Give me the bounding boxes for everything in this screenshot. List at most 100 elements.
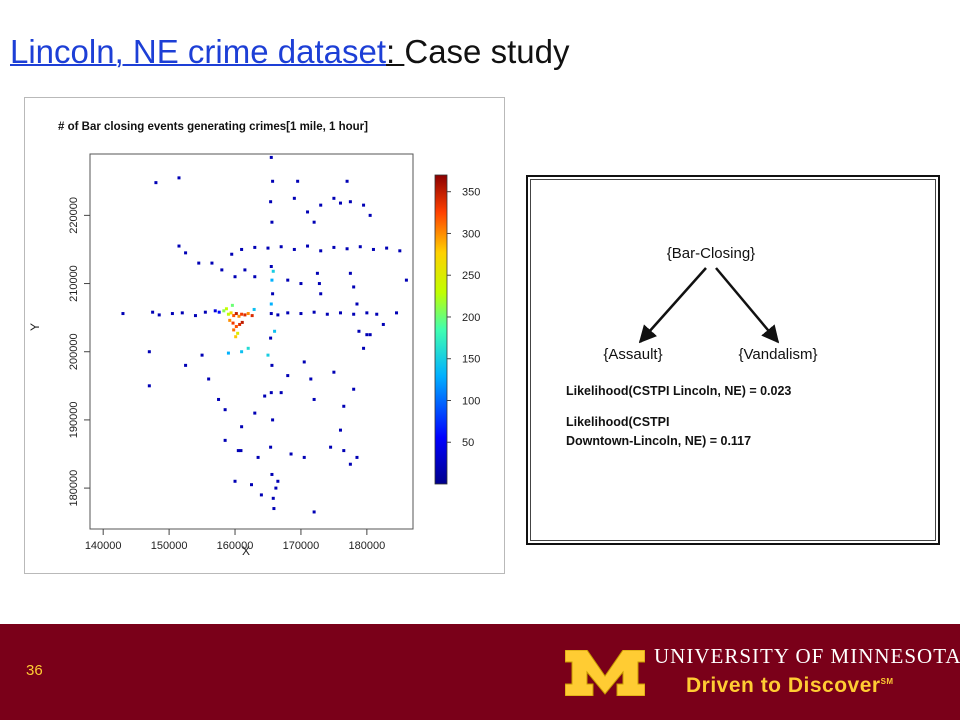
chart-title: # of Bar closing events generating crime… <box>58 121 368 133</box>
data-point <box>352 285 356 289</box>
data-point <box>312 310 316 314</box>
data-point <box>238 322 242 326</box>
data-point <box>252 307 256 311</box>
data-point <box>319 249 323 253</box>
tagline-text: Driven to Discover <box>686 674 881 697</box>
data-point <box>157 313 161 317</box>
data-point <box>222 309 226 313</box>
data-point <box>279 391 283 395</box>
tagline: Driven to DiscoverSM <box>686 674 894 698</box>
data-point <box>240 312 244 316</box>
data-point <box>338 311 342 315</box>
data-point <box>121 312 125 316</box>
data-point <box>231 321 235 325</box>
data-point <box>250 483 253 487</box>
data-point <box>269 336 273 340</box>
data-point <box>312 220 316 224</box>
data-point <box>232 314 236 318</box>
data-point <box>398 249 402 253</box>
crime-heatmap-figure: # of Bar closing events generating crime… <box>24 97 505 574</box>
tree-left-child: {Assault} <box>603 346 662 363</box>
data-points <box>121 155 408 514</box>
data-point <box>217 310 221 314</box>
data-point <box>266 353 270 357</box>
data-point <box>243 313 247 317</box>
data-point <box>151 310 155 314</box>
data-point <box>233 479 237 483</box>
colorbar-tick-label: 100 <box>462 395 480 407</box>
data-point <box>302 360 306 364</box>
data-point <box>177 244 181 248</box>
data-point <box>286 311 290 315</box>
data-point <box>184 251 188 255</box>
data-point <box>240 350 244 354</box>
data-point <box>292 247 296 251</box>
data-point <box>312 510 316 514</box>
data-point <box>362 346 366 350</box>
y-tick-label: 200000 <box>68 333 80 370</box>
data-point <box>203 310 207 314</box>
y-tick-label: 190000 <box>68 402 80 439</box>
university-m-logo-icon <box>565 650 645 696</box>
data-point <box>253 245 257 249</box>
data-point <box>271 292 275 296</box>
data-point <box>381 322 385 326</box>
data-point <box>317 282 321 286</box>
colorbar-tick-label: 200 <box>462 312 480 324</box>
dataset-link[interactable]: Lincoln, NE crime dataset <box>10 33 387 70</box>
tree-right-child: {Vandalism} <box>739 346 818 363</box>
y-tick-label: 180000 <box>68 470 80 507</box>
data-point <box>177 176 181 180</box>
data-point <box>220 268 224 272</box>
slide-title: Lincoln, NE crime dataset: Case study <box>10 30 569 74</box>
x-tick-label: 180000 <box>348 540 385 552</box>
data-point <box>270 220 274 224</box>
data-point <box>274 486 278 490</box>
data-point <box>184 363 188 367</box>
data-point <box>253 275 257 279</box>
y-axis-label: Y <box>28 323 42 331</box>
likelihood-downtown-line2: Downtown-Lincoln, NE) = 0.117 <box>566 434 751 448</box>
data-point <box>269 302 273 306</box>
data-point <box>210 261 214 265</box>
pattern-tree-diagram: {Bar-Closing} {Assault} {Vandalism} Like… <box>566 245 818 448</box>
x-tick-label: 150000 <box>151 540 188 552</box>
likelihood-downtown-line1: Likelihood(CSTPI <box>566 415 669 429</box>
data-point <box>180 311 184 315</box>
data-point <box>269 445 273 449</box>
data-point <box>224 307 228 311</box>
data-point <box>348 462 352 466</box>
data-point <box>292 196 296 200</box>
data-point <box>296 179 300 183</box>
data-point <box>226 351 230 355</box>
data-point <box>309 377 313 381</box>
data-point <box>306 210 310 214</box>
data-point <box>269 200 273 204</box>
data-point <box>371 247 375 251</box>
colorbar-axis: 50 100 150 200 250 300 350 <box>447 187 480 449</box>
data-point <box>345 179 349 183</box>
data-point <box>230 303 234 307</box>
data-point <box>232 328 236 332</box>
data-point <box>240 425 244 429</box>
data-point <box>362 203 366 207</box>
data-point <box>266 246 270 250</box>
data-point <box>276 313 280 317</box>
data-point <box>197 261 201 265</box>
data-point <box>355 302 359 306</box>
plot-area <box>89 153 414 530</box>
x-axis: 140000 150000 160000 170000 180000 <box>85 529 385 552</box>
data-point <box>395 311 399 315</box>
data-point <box>357 329 361 333</box>
colorbar-tick-label: 350 <box>462 187 480 199</box>
data-point <box>147 384 151 388</box>
data-point <box>338 201 342 205</box>
data-point <box>269 391 273 395</box>
data-point <box>229 311 233 315</box>
colorbar-tick-label: 150 <box>462 354 480 366</box>
data-point <box>358 245 362 249</box>
data-point <box>193 314 197 318</box>
page-number: 36 <box>26 662 43 679</box>
x-tick-label: 160000 <box>217 540 254 552</box>
data-point <box>233 275 237 279</box>
